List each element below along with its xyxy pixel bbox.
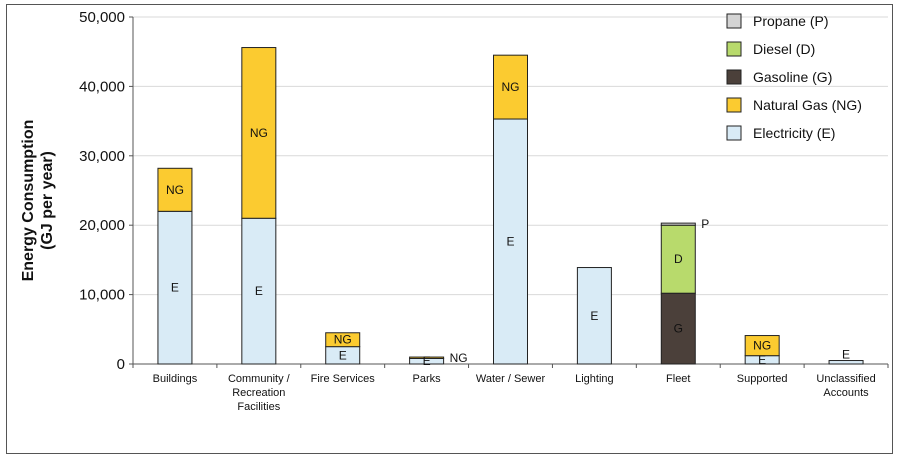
bar-segment-e — [576, 267, 612, 365]
x-category-label: Parks — [413, 373, 442, 385]
legend-swatch — [726, 41, 742, 57]
x-category-label: Fire Services — [311, 373, 376, 385]
segment-label: NG — [334, 333, 352, 347]
x-category-label: Supported — [737, 373, 788, 385]
legend-label: Electricity (E) — [753, 125, 835, 141]
legend-swatch — [726, 69, 742, 85]
y-axis-label: (GJ per year) — [39, 151, 56, 250]
y-tick-label: 10,000 — [79, 287, 125, 304]
y-tick-label: 30,000 — [79, 148, 125, 165]
bar-segment-ng — [744, 335, 780, 357]
bar-segment-ng — [325, 332, 361, 348]
y-tick-label: 50,000 — [79, 9, 125, 26]
x-category-label: Facilities — [237, 401, 280, 413]
segment-label: E — [171, 281, 179, 295]
segment-label: NG — [166, 183, 184, 197]
x-category-label: Fleet — [666, 373, 690, 385]
x-category-label: Accounts — [823, 387, 869, 399]
x-category-label: Recreation — [232, 387, 285, 399]
segment-label: NG — [450, 351, 468, 365]
segment-label: E — [758, 353, 766, 367]
chart-frame — [6, 4, 893, 454]
x-category-label: Buildings — [153, 373, 198, 385]
segment-label: NG — [250, 126, 268, 140]
bar-segment-ng — [409, 356, 445, 359]
bar-segment-e — [828, 360, 864, 365]
y-tick-label: 20,000 — [79, 217, 125, 234]
legend-swatch — [726, 13, 742, 29]
bar-segment-d — [660, 224, 696, 294]
x-category-label: Water / Sewer — [476, 373, 546, 385]
segment-label: E — [842, 348, 850, 362]
legend-swatch — [726, 97, 742, 113]
segment-label: E — [255, 284, 263, 298]
x-category-label: Unclassified — [816, 373, 875, 385]
bar-segment-p — [660, 222, 696, 226]
segment-label: E — [590, 309, 598, 323]
y-axis-label: Energy Consumption — [20, 120, 37, 282]
legend-label: Natural Gas (NG) — [753, 97, 862, 113]
legend-label: Gasoline (G) — [753, 69, 832, 85]
segment-label: E — [339, 348, 347, 362]
legend-label: Diesel (D) — [753, 41, 815, 57]
segment-label: NG — [502, 80, 520, 94]
bar-segment-g — [660, 292, 696, 365]
y-tick-label: 0 — [117, 356, 125, 373]
x-category-label: Community / — [228, 373, 291, 385]
segment-label: E — [423, 354, 431, 368]
y-tick-label: 40,000 — [79, 78, 125, 95]
bar-segment-ng — [493, 54, 528, 120]
segment-label: G — [674, 322, 683, 336]
bar-segment-ng — [241, 47, 277, 219]
segment-label: NG — [753, 339, 771, 353]
segment-label: P — [701, 217, 709, 231]
bar-segment-e — [493, 118, 528, 365]
segment-label: D — [674, 252, 683, 266]
bar-segment-e — [157, 210, 193, 365]
legend-label: Propane (P) — [753, 13, 828, 29]
bar-segment-ng — [157, 167, 193, 212]
bar-segment-e — [241, 217, 277, 365]
x-category-label: Lighting — [575, 373, 614, 385]
segment-label: E — [506, 235, 514, 249]
legend-swatch — [726, 125, 742, 141]
